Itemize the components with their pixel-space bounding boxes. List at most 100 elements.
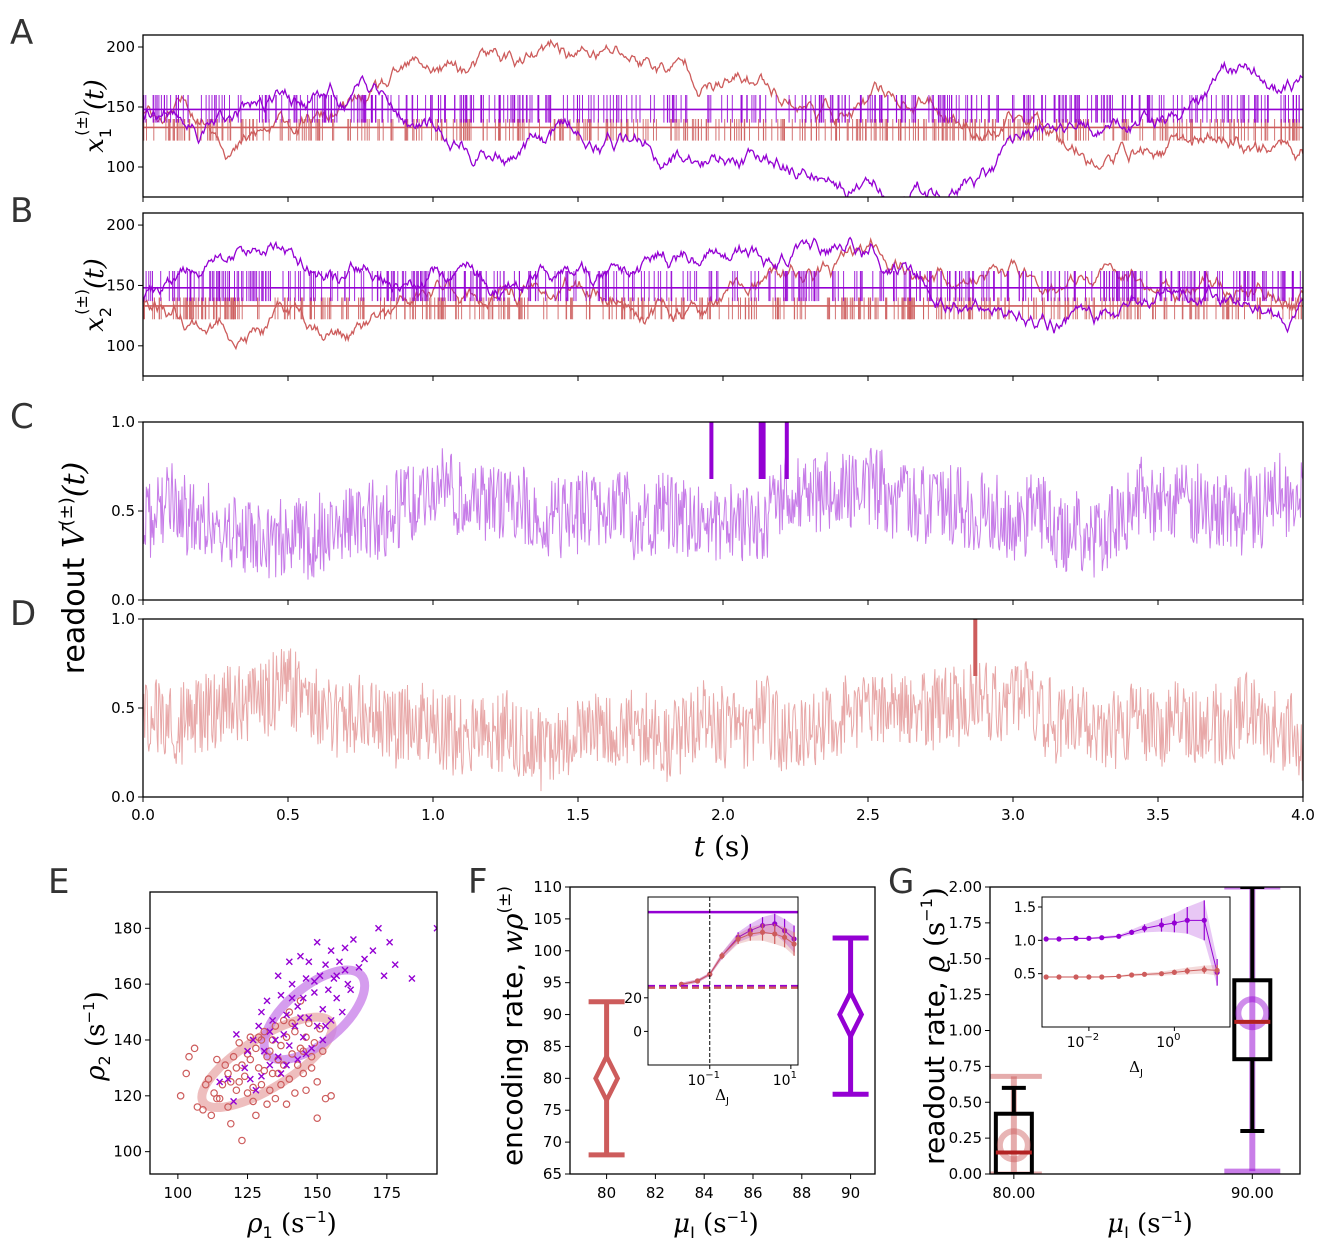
scatter-point <box>252 1111 260 1120</box>
scatter-point <box>277 1080 285 1089</box>
inset-point <box>1056 936 1062 942</box>
scatter-point <box>224 1069 232 1078</box>
scatter-point <box>252 1086 260 1094</box>
inset-ytick-label: 20 <box>624 991 642 1007</box>
scatter-point <box>260 1047 268 1055</box>
inset-point <box>747 931 753 937</box>
inset-point <box>1129 972 1135 978</box>
panel-a-ylabel: x1(±)(t) <box>72 79 115 153</box>
trace-line <box>143 236 1303 351</box>
inset-point <box>781 934 788 940</box>
inset-point <box>1214 967 1220 973</box>
xtick-label: 125 <box>233 1184 262 1202</box>
scatter-point <box>260 1027 269 1036</box>
scatter-point <box>288 994 296 1002</box>
panel-cd-ylabel: readout V(±)(t) <box>56 462 92 675</box>
panel-g-ylabel: readout rate, ϱ (s−1) <box>917 887 951 1165</box>
inset-point <box>1099 974 1105 980</box>
xtick-label: 84 <box>695 1184 714 1202</box>
scatter-point <box>282 1100 291 1108</box>
ytick-label: 80 <box>543 1069 562 1087</box>
xtick-label: 80.00 <box>992 1184 1035 1202</box>
scatter-point <box>274 972 282 980</box>
panel-f-xlabel: μI (s−1) <box>673 1208 759 1242</box>
scatter-point <box>199 1105 207 1114</box>
trace-line <box>143 60 1303 197</box>
scatter-point <box>232 1030 240 1038</box>
scatter-point <box>333 972 341 980</box>
panel-b: 100 150 200 <box>106 216 1304 381</box>
inset-point <box>1171 969 1177 975</box>
inset-bg <box>1042 897 1230 1027</box>
scatter-point <box>266 1061 274 1069</box>
inset-point <box>735 936 741 942</box>
scatter-point <box>218 1080 227 1089</box>
inset-point <box>1201 967 1207 973</box>
panel-letter-b: B <box>10 191 33 231</box>
ytick-label: 100 <box>113 1143 142 1161</box>
xtick-label: 175 <box>373 1184 402 1202</box>
scatter-point <box>327 947 335 955</box>
scatter-point <box>221 1061 230 1069</box>
ytick-label: 90 <box>543 1006 562 1024</box>
ytick-label: 0.0 <box>111 788 135 806</box>
panel-c: 0.0 0.5 1.0 <box>111 413 1304 609</box>
scatter-point <box>260 1066 269 1075</box>
panel-e-axes <box>149 891 438 1175</box>
inset-ytick-label: 1.5 <box>1014 900 1036 916</box>
scatter-point <box>361 955 369 963</box>
xtick-label: 0.5 <box>276 806 300 824</box>
ytick-label: 180 <box>113 919 142 937</box>
scatter-point <box>240 1072 249 1081</box>
scatter-point <box>249 1097 257 1106</box>
scatter-point <box>313 938 321 946</box>
ytick-label: 100 <box>106 158 135 176</box>
scatter-point <box>274 1053 282 1061</box>
panel-letter-f: F <box>468 862 488 902</box>
panel-e-ylabel: ρ2 (s−1) <box>80 991 114 1082</box>
scatter-point <box>269 1016 277 1024</box>
xtick-label: 88 <box>792 1184 811 1202</box>
inset-xtick-exponent: 1 <box>791 1070 797 1081</box>
inset-point <box>694 978 701 984</box>
xtick-label: 3.5 <box>1146 806 1170 824</box>
scatter-point <box>280 1030 288 1038</box>
ytick-label: 1.00 <box>949 1022 982 1040</box>
inset-xtick-exponent: 0 <box>1174 1032 1180 1043</box>
mean-marker <box>593 1051 621 1106</box>
inset-point <box>1141 971 1148 977</box>
scatter-point <box>299 1069 308 1078</box>
inset-point <box>719 953 725 959</box>
ytick-label: 140 <box>113 1031 142 1049</box>
scatter-point <box>263 1100 271 1108</box>
scatter-point <box>215 1094 224 1103</box>
scatter-point <box>296 952 304 960</box>
xtick-label: 2.5 <box>856 806 880 824</box>
panel-d: 0.0 0.5 1.0 0.0 0.5 1.0 1.5 2.0 2.5 3.0 3.5 4.0 <box>111 610 1315 824</box>
scatter-point <box>291 1027 299 1036</box>
panel-d-xlabel: t (s) <box>694 830 750 863</box>
ytick-label: 100 <box>106 337 135 355</box>
scatter-point <box>302 1086 310 1095</box>
xtick-label: 4.0 <box>1291 806 1315 824</box>
trace-line <box>143 38 1303 170</box>
scatter-point <box>213 1055 221 1064</box>
xtick-label: 80 <box>597 1184 616 1202</box>
scatter-point <box>266 1028 274 1036</box>
scatter-point <box>308 1044 316 1052</box>
inset-point <box>1056 974 1062 980</box>
ytick-label: 75 <box>543 1101 562 1119</box>
ytick-label: 0.75 <box>949 1057 982 1075</box>
panel-b-axes <box>142 212 1304 377</box>
scatter-point <box>204 1075 213 1083</box>
xtick-label: 86 <box>743 1184 762 1202</box>
scatter-point <box>327 1016 335 1024</box>
panel-letter-e: E <box>48 862 69 902</box>
scatter-point <box>324 986 332 994</box>
scatter-point <box>288 1019 296 1028</box>
scatter-point <box>224 1103 232 1111</box>
panel-d-axes <box>142 618 1304 798</box>
scatter-point <box>355 963 363 971</box>
plot-area <box>176 924 437 1145</box>
